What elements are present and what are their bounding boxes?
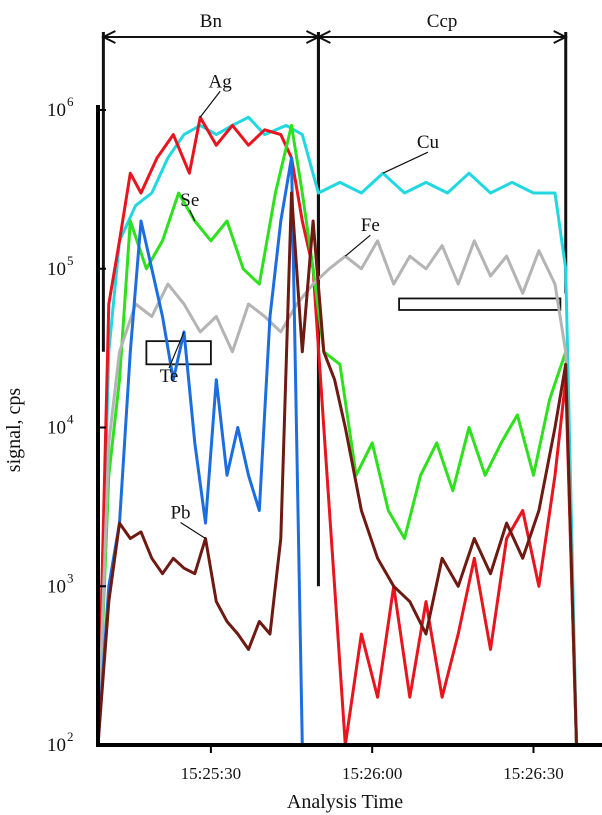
annotation-label: Se: [180, 190, 199, 211]
series-line-cu: [96, 115, 593, 747]
y-tick: 10 4: [47, 412, 106, 439]
annotation-cu: Cu: [382, 132, 440, 174]
y-tick: 10 3: [47, 570, 106, 597]
annotation-leader: [344, 234, 371, 257]
y-tick-label: 10: [47, 735, 66, 756]
series-line-se: [96, 123, 578, 746]
series-line-fe: [96, 239, 578, 746]
x-tick-label: 15:26:00: [342, 764, 402, 783]
series-annotations: Ag Cu Se Fe Te Pb: [160, 71, 440, 539]
axes: [96, 105, 602, 747]
annotation-leader: [199, 90, 221, 118]
annotation-label: Cu: [417, 132, 440, 153]
annotation-leader: [168, 331, 185, 369]
annotation-leader: [180, 521, 206, 539]
x-tick: 15:26:00: [342, 745, 402, 783]
y-tick-label: 10: [47, 418, 66, 439]
integration-window: [398, 297, 562, 311]
y-tick-label: 10: [47, 100, 66, 121]
annotation-leader: [189, 209, 196, 222]
x-axis-label: Analysis Time: [287, 791, 403, 813]
y-tick: 10 6: [47, 94, 106, 121]
annotation-leader: [382, 151, 429, 174]
annotation-label: Fe: [361, 215, 380, 236]
x-tick: 15:26:30: [503, 745, 564, 783]
annotation-fe: Fe: [344, 215, 380, 257]
x-ticks: 15:25:30 15:26:00 15:26:30: [181, 745, 564, 783]
annotation-ag: Ag: [199, 71, 233, 118]
y-tick-exponent: 6: [67, 94, 74, 109]
annotation-pb: Pb: [170, 502, 206, 539]
integration-windows: [145, 297, 562, 366]
annotation-label: Te: [160, 366, 179, 387]
y-tick-exponent: 4: [67, 412, 74, 427]
series-line-ag: [96, 115, 578, 747]
series-line-pb: [96, 191, 578, 746]
x-tick: 15:25:30: [181, 745, 241, 783]
annotation-se: Se: [180, 190, 199, 222]
y-tick: 10 2: [47, 729, 106, 756]
integration-window: [145, 340, 212, 366]
annotation-label: Ag: [209, 71, 233, 92]
y-tick-exponent: 3: [67, 570, 74, 585]
x-tick-label: 15:26:30: [503, 764, 563, 783]
y-tick-exponent: 5: [67, 253, 74, 268]
x-tick-label: 15:25:30: [181, 764, 241, 783]
y-tick-label: 10: [47, 259, 66, 280]
series-line-te: [96, 156, 314, 747]
y-tick: 10 5: [47, 253, 106, 280]
y-tick-exponent: 2: [67, 729, 74, 744]
annotation-te: Te: [160, 331, 185, 387]
plot-series: [96, 115, 593, 747]
y-axis-label: signal, cps: [3, 388, 25, 473]
region-label: Bn: [200, 11, 223, 32]
region-label: Ccp: [427, 11, 458, 32]
annotation-label: Pb: [170, 502, 190, 523]
y-tick-label: 10: [47, 576, 66, 597]
